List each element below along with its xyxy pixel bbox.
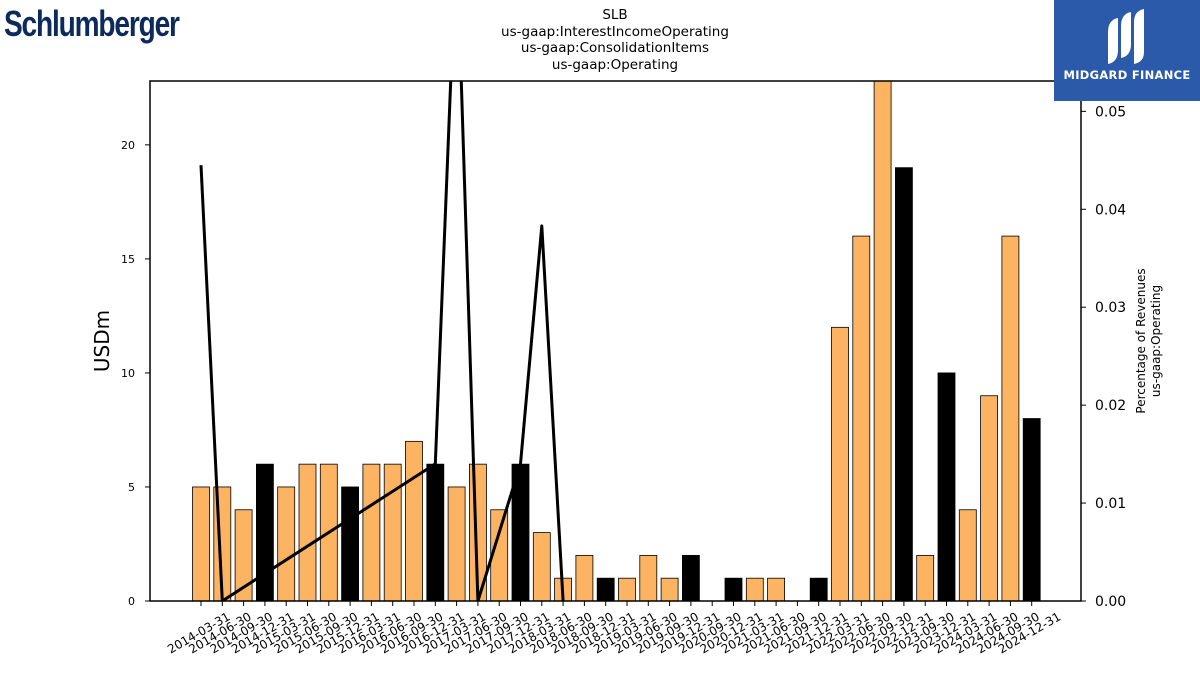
y-tick-label: 20	[121, 139, 135, 152]
bar	[575, 554, 594, 602]
right-y-axis: 0.00 0.01 0.02 0.03 0.04 0.05	[1081, 104, 1126, 610]
bar	[192, 486, 210, 602]
bar	[660, 577, 679, 602]
bar	[745, 577, 764, 602]
y2-tick-label: 0.03	[1095, 300, 1126, 316]
bar	[958, 509, 977, 602]
y-tick-label: 5	[128, 481, 135, 494]
y2-axis-label: Percentage of Revenuesus-gaap:Operating	[1134, 268, 1163, 413]
bar	[298, 463, 317, 602]
chart-title-line-3: us-gaap:ConsolidationItems	[520, 40, 710, 56]
y2-axis-label-line: Percentage of Revenues	[1134, 268, 1148, 413]
bar	[767, 577, 785, 602]
y-tick-label: 15	[121, 253, 135, 266]
bar	[341, 486, 360, 602]
schlumberger-logo: Schlumberger	[4, 2, 180, 46]
bar	[277, 486, 296, 602]
bar	[809, 577, 828, 602]
bars	[192, 80, 1041, 602]
y-axis-label: USDm	[90, 310, 114, 372]
x-axis: 2014-03-312014-06-302014-09-302014-12-31…	[165, 601, 1063, 656]
bar	[255, 463, 274, 602]
bar	[980, 395, 998, 602]
chart-title-line-2: us-gaap:InterestIncomeOperating	[501, 23, 729, 40]
series-line	[199, 81, 565, 601]
y2-axis-label-line: us-gaap:Operating	[1149, 285, 1163, 397]
chart-title: SLB us-gaap:InterestIncomeOperating us-g…	[415, 7, 815, 73]
bar	[1022, 418, 1041, 602]
bar	[1001, 235, 1020, 602]
bar	[532, 532, 551, 602]
y2-tick-label: 0.04	[1095, 202, 1126, 218]
bar	[405, 440, 423, 602]
bar	[596, 577, 615, 602]
y2-tick-label: 0.01	[1095, 496, 1126, 512]
bar	[873, 80, 892, 602]
y2-tick-label: 0.00	[1095, 594, 1126, 610]
logo-text: Schlumberger	[4, 3, 180, 44]
bar	[447, 486, 466, 602]
bar	[682, 554, 700, 602]
bar	[639, 554, 658, 602]
y-tick-label: 0	[128, 595, 135, 608]
plot-frame	[149, 80, 1082, 602]
brand-name: MIDGARD FINANCE	[1063, 68, 1191, 82]
chart-title-line-1: SLB	[602, 7, 628, 23]
bar	[724, 577, 743, 602]
bar	[937, 372, 956, 602]
midgard-finance-logo: MIDGARD FINANCE	[1054, 0, 1200, 101]
bar	[383, 463, 402, 602]
bar	[916, 554, 935, 602]
bar	[362, 463, 381, 602]
bar	[426, 463, 445, 602]
chart-title-line-4: us-gaap:Operating	[551, 56, 679, 73]
bar	[895, 167, 913, 602]
y-tick-label: 10	[121, 367, 135, 380]
y2-tick-label: 0.02	[1095, 398, 1126, 414]
bar	[618, 577, 636, 602]
y2-tick-label: 0.05	[1095, 104, 1126, 120]
midgard-m-icon	[1108, 9, 1144, 64]
bar	[831, 326, 849, 602]
bar	[852, 235, 871, 602]
left-y-axis: 0 5 10 15 20	[121, 139, 150, 608]
